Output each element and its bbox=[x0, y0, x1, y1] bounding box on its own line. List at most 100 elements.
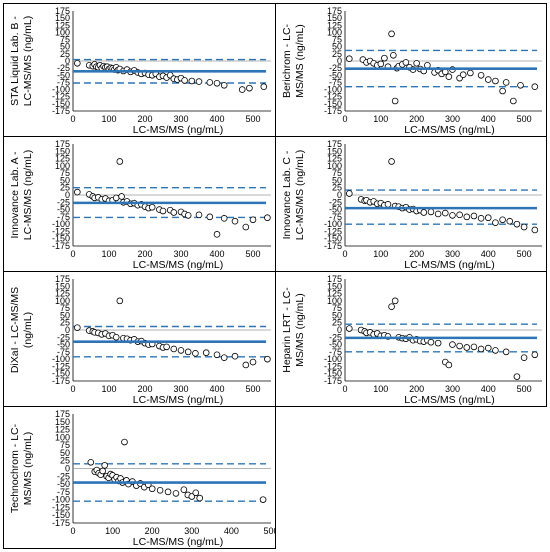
data-point bbox=[74, 324, 81, 331]
y-tick-label: 25 bbox=[332, 183, 342, 193]
y-tick-label: -25 bbox=[329, 332, 342, 342]
y-tick-label: -75 bbox=[57, 77, 70, 87]
y-tick-label: 50 bbox=[332, 42, 342, 52]
data-point bbox=[520, 223, 528, 231]
chart-panel-berichrom: 175 150 125 100 75 50 25 0 -25 -50 -75 -100 -125 -150… bbox=[275, 3, 547, 137]
chart-panel-dixai: 175 150 125 100 75 50 25 0 -25 -50 -75 -100 -125 -150… bbox=[3, 271, 276, 407]
data-point bbox=[74, 188, 81, 196]
data-point bbox=[206, 79, 214, 86]
data-point bbox=[492, 347, 499, 354]
data-point bbox=[242, 361, 250, 369]
x-tick-label: 500 bbox=[245, 249, 260, 259]
x-tick-label: 100 bbox=[373, 384, 388, 394]
y-axis-label: Innovance Lab. A -LC-MS/MS (ng/mL) bbox=[9, 150, 34, 240]
scatter-plot: 1751501251007550250-25-50-75-100-125-150… bbox=[281, 274, 542, 406]
y-tick-label: 150 bbox=[55, 13, 70, 23]
data-point bbox=[441, 209, 449, 217]
data-point bbox=[445, 361, 453, 369]
data-point bbox=[467, 69, 474, 77]
x-tick-label: 400 bbox=[209, 114, 224, 124]
data-point bbox=[427, 208, 435, 216]
data-point bbox=[463, 344, 471, 351]
data-point bbox=[184, 212, 192, 219]
scatter-plot: 1751501251007550250-25-50-75-100-125-150… bbox=[9, 409, 275, 548]
y-tick-label: 150 bbox=[327, 146, 342, 156]
y-tick-label: 75 bbox=[60, 303, 70, 313]
y-tick-label: -175 bbox=[52, 241, 70, 251]
x-tick-label: 400 bbox=[224, 526, 239, 536]
y-tick-label: 125 bbox=[55, 425, 70, 435]
y-tick-label: 0 bbox=[65, 325, 70, 335]
y-tick-label: -175 bbox=[324, 106, 342, 116]
data-point bbox=[260, 83, 268, 91]
chart-panel-innovance-lab-a: 175 150 125 100 75 50 25 0 -25 -50 -75 -100 -125 -150… bbox=[3, 136, 276, 272]
y-tick-label: 75 bbox=[332, 35, 342, 45]
data-point bbox=[259, 496, 267, 503]
data-point bbox=[459, 71, 467, 79]
data-point bbox=[477, 345, 485, 353]
data-point bbox=[195, 211, 203, 219]
data-point bbox=[510, 97, 517, 105]
x-axis-label: LC-MS/MS (ng/mL) bbox=[133, 394, 223, 406]
y-tick-label: 25 bbox=[60, 318, 70, 328]
y-tick-label: 150 bbox=[55, 281, 70, 291]
data-point bbox=[172, 490, 180, 497]
y-tick-label: 175 bbox=[55, 409, 70, 419]
scatter-plot: 1751501251007550250-25-50-75-100-125-150… bbox=[9, 274, 271, 406]
data-point bbox=[402, 59, 410, 66]
y-tick-label: 25 bbox=[332, 49, 342, 59]
data-point bbox=[87, 458, 95, 466]
data-point bbox=[520, 354, 528, 361]
data-point bbox=[246, 84, 253, 92]
data-point bbox=[420, 209, 428, 216]
y-tick-label: -125 bbox=[52, 92, 70, 102]
y-tick-label: -150 bbox=[324, 234, 342, 244]
x-tick-label: 500 bbox=[517, 249, 532, 259]
y-tick-label: -100 bbox=[52, 354, 70, 364]
scatter-plot: 1751501251007550250-25-50-75-100-125-150… bbox=[281, 139, 542, 271]
data-point bbox=[470, 343, 478, 351]
y-tick-label: 0 bbox=[65, 464, 70, 474]
data-point bbox=[513, 220, 521, 228]
x-tick-label: 400 bbox=[209, 249, 224, 259]
data-point bbox=[477, 71, 485, 79]
y-tick-label: -75 bbox=[329, 77, 342, 87]
data-point bbox=[116, 158, 124, 165]
chart-panel-innovance-lab-c: 175 150 125 100 75 50 25 0 -25 -50 -75 -100 -125 -150… bbox=[275, 136, 547, 272]
y-tick-label: 175 bbox=[55, 139, 70, 149]
data-point bbox=[513, 373, 521, 380]
scatter-plot: 1751501251007550250-25-50-75-100-125-150… bbox=[281, 6, 542, 136]
data-point bbox=[242, 223, 250, 231]
chart-panel-technochrom: 175 150 125 100 75 50 25 0 -25 -50 -75 -100 -125 -150… bbox=[3, 406, 276, 549]
data-point bbox=[116, 297, 124, 305]
data-point bbox=[159, 207, 167, 215]
y-tick-label: -100 bbox=[52, 85, 70, 95]
y-tick-label: 75 bbox=[60, 440, 70, 450]
y-tick-label: -150 bbox=[52, 510, 70, 520]
scatter-plot: 1751501251007550250-25-50-75-100-125-150… bbox=[9, 139, 271, 271]
x-tick-label: 300 bbox=[445, 384, 460, 394]
data-point bbox=[499, 216, 506, 224]
data-point bbox=[177, 347, 185, 354]
x-tick-label: 500 bbox=[245, 114, 260, 124]
y-tick-label: 100 bbox=[327, 161, 342, 171]
data-point bbox=[463, 213, 471, 221]
x-tick-label: 400 bbox=[481, 384, 496, 394]
data-point bbox=[164, 488, 172, 496]
x-axis-label: LC-MS/MS (ng/mL) bbox=[133, 259, 223, 271]
x-axis-label: LC-MS/MS (ng/mL) bbox=[404, 259, 494, 271]
y-tick-label: -150 bbox=[52, 369, 70, 379]
y-axis-label: DiXaI - LC-MS/MS(ng/mL) bbox=[9, 287, 34, 373]
data-point bbox=[99, 467, 106, 475]
data-point bbox=[345, 55, 353, 63]
y-tick-label: 50 bbox=[60, 310, 70, 320]
data-point bbox=[213, 351, 221, 359]
y-tick-label: -75 bbox=[329, 212, 342, 222]
data-point bbox=[101, 462, 108, 469]
data-point bbox=[434, 210, 442, 218]
data-point bbox=[231, 352, 239, 360]
data-point bbox=[213, 79, 221, 87]
data-point bbox=[184, 348, 192, 356]
y-tick-label: -175 bbox=[324, 241, 342, 251]
y-tick-label: 0 bbox=[337, 190, 342, 200]
